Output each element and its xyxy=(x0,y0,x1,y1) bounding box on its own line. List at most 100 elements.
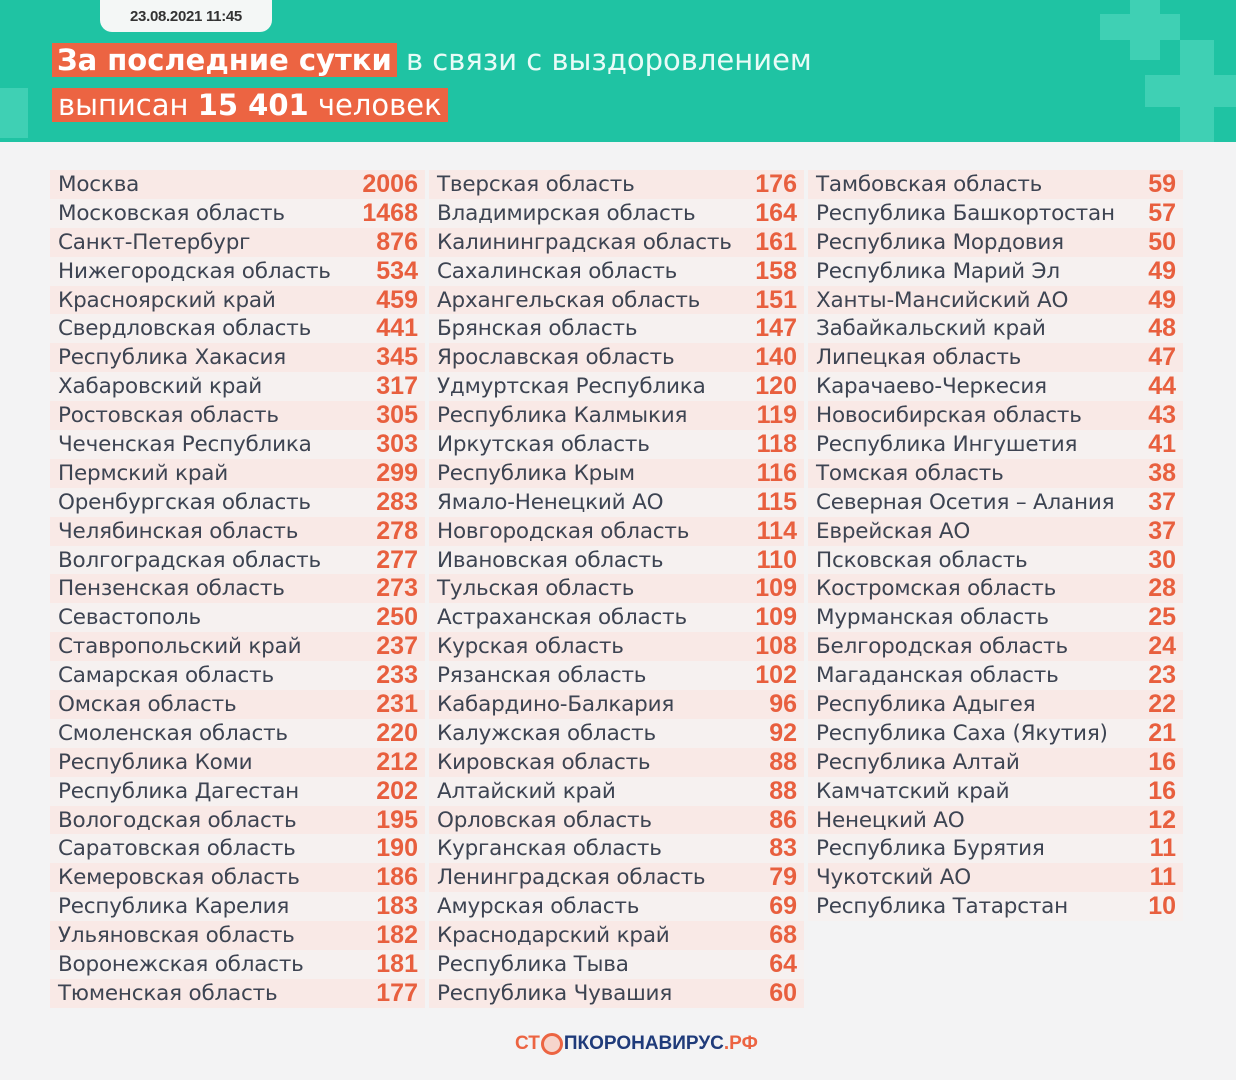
region-row: Удмуртская Республика 120 xyxy=(429,372,804,402)
region-row: Красноярский край 459 xyxy=(50,286,425,315)
recovered-count: 11 xyxy=(1149,863,1176,892)
recovered-count: 278 xyxy=(376,516,418,545)
region-row: Санкт-Петербург 876 xyxy=(50,228,425,257)
recovered-count: 37 xyxy=(1148,516,1176,545)
region-column-3: Тамбовская область 59 Республика Башкортос… xyxy=(808,170,1183,922)
region-name: Самарская область xyxy=(58,663,274,689)
recovered-count: 57 xyxy=(1148,198,1176,227)
recovered-count: 233 xyxy=(376,661,418,690)
region-row: Кемеровская область 186 xyxy=(50,863,425,893)
recovered-count: 109 xyxy=(755,603,797,632)
region-name: Ненецкий АО xyxy=(816,807,965,833)
region-row: Забайкальский край 48 xyxy=(808,314,1183,344)
region-name: Ивановская область xyxy=(437,547,664,573)
region-row: Липецкая область 47 xyxy=(808,343,1183,373)
recovered-count: 110 xyxy=(756,545,797,574)
region-name: Республика Ингушетия xyxy=(816,431,1078,457)
recovered-count: 283 xyxy=(376,487,418,516)
region-name: Республика Крым xyxy=(437,460,635,486)
recovered-count: 220 xyxy=(376,718,418,747)
recovered-count: 182 xyxy=(376,921,418,950)
recovered-count: 109 xyxy=(755,574,797,603)
recovered-count: 158 xyxy=(755,256,797,285)
region-row: Чукотский АО 11 xyxy=(808,863,1183,893)
region-row: Новосибирская область 43 xyxy=(808,401,1183,431)
region-name: Липецкая область xyxy=(816,345,1022,371)
region-name: Новосибирская область xyxy=(816,403,1082,429)
region-name: Курганская область xyxy=(437,836,662,862)
region-row: Москва 2006 xyxy=(50,170,425,199)
region-row: Мурманская область 25 xyxy=(808,603,1183,633)
headline-line2: выписан 15 401 человек xyxy=(52,87,448,123)
recovered-count: 108 xyxy=(755,632,797,661)
recovered-count: 176 xyxy=(755,169,797,198)
region-row: Республика Адыгея 22 xyxy=(808,690,1183,719)
region-row: Республика Калмыкия 119 xyxy=(429,401,804,431)
region-name: Республика Дагестан xyxy=(58,778,300,804)
recovered-count: 79 xyxy=(769,863,797,892)
region-name: Волгоградская область xyxy=(58,547,321,573)
region-row: Смоленская область 220 xyxy=(50,719,425,748)
region-row: Челябинская область 278 xyxy=(50,517,425,546)
region-row: Ленинградская область 79 xyxy=(429,863,804,893)
region-name: Республика Коми xyxy=(58,749,253,775)
region-name: Республика Мордовия xyxy=(816,229,1064,255)
region-name: Омская область xyxy=(58,691,237,717)
region-name: Мурманская область xyxy=(816,605,1049,631)
region-name: Воронежская область xyxy=(58,951,304,977)
region-name: Республика Марий Эл xyxy=(816,258,1060,284)
region-row: Тюменская область 177 xyxy=(50,979,425,1008)
region-name: Еврейская АО xyxy=(816,518,971,544)
region-row: Тверская область 176 xyxy=(429,170,804,199)
logo-text: .РФ xyxy=(723,1033,758,1054)
region-row: Ямало-Ненецкий АО 115 xyxy=(429,488,804,517)
region-name: Саратовская область xyxy=(58,836,296,862)
region-name: Псковская область xyxy=(816,547,1028,573)
region-name: Владимирская область xyxy=(437,200,696,226)
region-row: Нижегородская область 534 xyxy=(50,257,425,286)
region-name: Кемеровская область xyxy=(58,865,300,891)
region-name: Северная Осетия – Алания xyxy=(816,489,1115,515)
recovered-count: 317 xyxy=(376,372,418,401)
recovered-count: 24 xyxy=(1148,632,1176,661)
recovered-count: 10 xyxy=(1148,892,1176,921)
region-row: Курганская область 83 xyxy=(429,834,804,864)
region-row: Тамбовская область 59 xyxy=(808,170,1183,199)
recovered-count: 183 xyxy=(376,892,418,921)
region-name: Ярославская область xyxy=(437,345,675,371)
region-name: Республика Адыгея xyxy=(816,691,1036,717)
region-name: Алтайский край xyxy=(437,778,616,804)
region-row: Чеченская Республика 303 xyxy=(50,430,425,459)
region-name: Рязанская область xyxy=(437,663,647,689)
recovered-count: 459 xyxy=(376,285,418,314)
region-name: Пензенская область xyxy=(58,576,285,602)
headline-highlight: За последние сутки xyxy=(52,43,397,77)
region-row: Республика Татарстан 10 xyxy=(808,892,1183,922)
region-row: Вологодская область 195 xyxy=(50,806,425,835)
region-row: Омская область 231 xyxy=(50,690,425,719)
region-name: Иркутская область xyxy=(437,431,650,457)
recovered-count: 49 xyxy=(1148,285,1176,314)
region-row: Кабардино-Балкария 96 xyxy=(429,690,804,719)
recovered-count: 534 xyxy=(376,256,418,285)
region-row: Республика Башкортостан 57 xyxy=(808,199,1183,228)
region-row: Сахалинская область 158 xyxy=(429,257,804,286)
region-name: Хабаровский край xyxy=(58,374,262,400)
region-name: Республика Бурятия xyxy=(816,836,1045,862)
region-row: Воронежская область 181 xyxy=(50,950,425,979)
region-row: Волгоградская область 277 xyxy=(50,546,425,575)
region-name: Красноярский край xyxy=(58,287,276,313)
region-row: Республика Дагестан 202 xyxy=(50,777,425,806)
recovered-count: 140 xyxy=(755,343,797,372)
recovered-count: 190 xyxy=(376,834,418,863)
region-row: Курская область 108 xyxy=(429,632,804,662)
region-row: Ивановская область 110 xyxy=(429,546,804,575)
recovered-count: 37 xyxy=(1148,487,1176,516)
region-name: Кабардино-Балкария xyxy=(437,691,675,717)
recovered-count: 119 xyxy=(756,401,797,430)
recovered-count: 250 xyxy=(376,603,418,632)
region-row: Рязанская область 102 xyxy=(429,661,804,691)
headline-text: в связи с выздоровлением xyxy=(406,43,812,77)
region-row: Московская область 1468 xyxy=(50,199,425,228)
region-name: Челябинская область xyxy=(58,518,299,544)
